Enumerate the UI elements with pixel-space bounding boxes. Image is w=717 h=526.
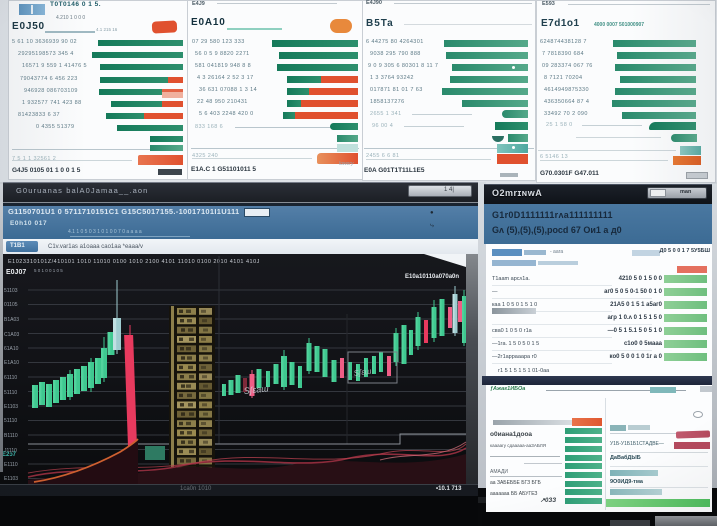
svg-text:5 0 1 0 0 1 0 5: 5 0 1 0 0 1 0 5 bbox=[34, 268, 63, 273]
svg-text:C1A03: C1A03 bbox=[4, 332, 20, 338]
svg-text:Sʃɛaɯ: Sʃɛaɯ bbox=[243, 383, 269, 396]
svg-text:E1A10: E1A10 bbox=[4, 360, 19, 366]
svg-text:E1103: E1103 bbox=[4, 404, 18, 410]
svg-text:B1A03: B1A03 bbox=[4, 317, 19, 323]
svg-text:E1023310101Z/410101 1010 11010: E1023310101Z/410101 1010 11010 0100 1010… bbox=[8, 259, 260, 265]
svg-text:Sʃɛɯ: Sʃɛɯ bbox=[353, 367, 372, 378]
svg-text:51110: 51110 bbox=[4, 418, 17, 424]
svg-text:B1110: B1110 bbox=[4, 433, 18, 439]
svg-text:51110: 51110 bbox=[4, 390, 17, 396]
svg-text:J1110: J1110 bbox=[4, 448, 17, 454]
svg-text:61110: 61110 bbox=[4, 375, 17, 381]
svg-text:51103: 51103 bbox=[4, 288, 18, 294]
svg-text:01105: 01105 bbox=[4, 302, 18, 308]
svg-text:E0J07: E0J07 bbox=[6, 269, 26, 276]
svg-text:E10a10110a070a0n: E10a10110a070a0n bbox=[405, 274, 459, 280]
svg-text:E1110: E1110 bbox=[4, 462, 18, 468]
svg-text:61A10: 61A10 bbox=[4, 346, 19, 352]
svg-text:E1103: E1103 bbox=[4, 476, 18, 482]
svg-text:E2ɔ7: E2ɔ7 bbox=[2, 452, 17, 458]
